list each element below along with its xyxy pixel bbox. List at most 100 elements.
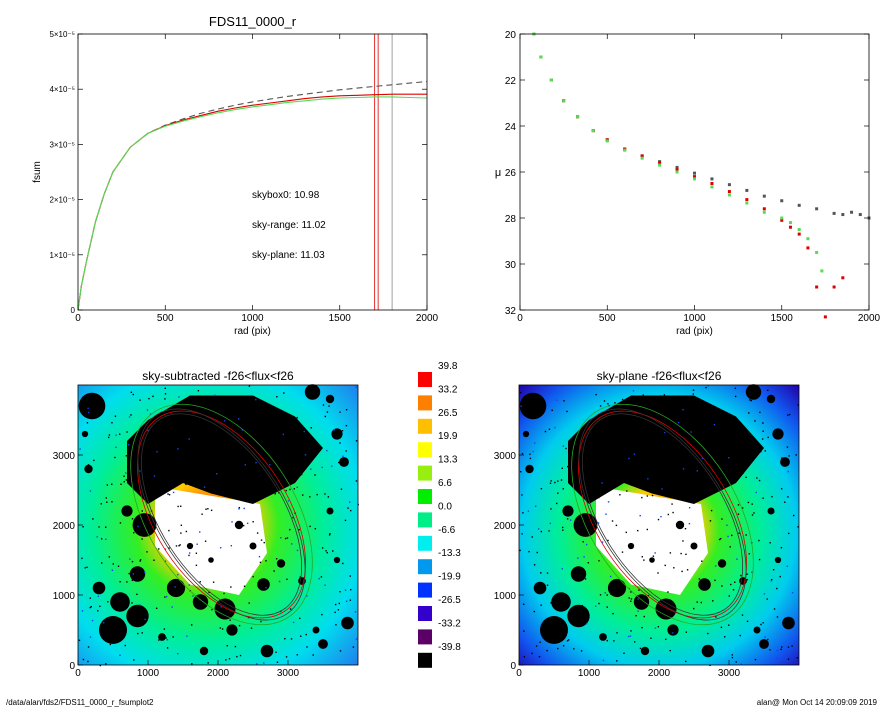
speck [685, 660, 687, 663]
speck [331, 465, 333, 467]
speck [148, 480, 150, 483]
speck [196, 543, 198, 545]
speck [345, 450, 347, 452]
speck [625, 531, 627, 534]
speck [191, 663, 193, 665]
speck [93, 459, 95, 462]
y-tick-label: 20 [505, 30, 517, 41]
speck [749, 399, 751, 401]
speck [758, 479, 761, 482]
speck [129, 558, 131, 560]
speck [139, 470, 141, 472]
speck [520, 470, 522, 473]
speck [556, 502, 558, 505]
speck [278, 492, 280, 494]
speck [238, 418, 241, 420]
speck [244, 464, 247, 466]
fsum-title: FDS11_0000_r [209, 14, 297, 29]
speck [137, 525, 139, 528]
star-mask [540, 616, 568, 644]
speck [533, 442, 536, 444]
speck [562, 488, 564, 490]
speck [595, 393, 597, 396]
speck [127, 444, 130, 446]
speck [79, 448, 81, 450]
speck [715, 616, 717, 618]
speck [243, 585, 246, 588]
speck [714, 579, 716, 582]
speck [561, 526, 564, 529]
speck [690, 460, 693, 463]
mask-large-region [568, 395, 764, 504]
star-mask [99, 616, 127, 644]
speck [305, 633, 307, 636]
speck [771, 578, 773, 581]
speck [729, 546, 731, 548]
speck [152, 395, 154, 398]
speck [252, 575, 254, 578]
speck [339, 411, 341, 413]
star-mask [717, 559, 727, 568]
y-tick-label: 32 [505, 306, 517, 317]
speck [557, 647, 559, 650]
speck [787, 470, 789, 473]
speck [538, 655, 541, 658]
speck [643, 615, 645, 618]
speck [299, 576, 301, 578]
speck [563, 400, 565, 402]
speck [750, 399, 753, 402]
speck [776, 649, 779, 652]
speck [86, 422, 89, 424]
star-mask [333, 556, 341, 564]
speck [180, 524, 183, 526]
speck [318, 390, 320, 392]
speck [627, 455, 629, 458]
speck [639, 647, 642, 650]
speck [218, 486, 220, 488]
speck [225, 659, 227, 661]
speck [569, 519, 572, 521]
speck [641, 626, 643, 629]
speck [755, 491, 757, 494]
speck [92, 518, 94, 520]
speck [352, 646, 355, 648]
speck [786, 446, 789, 448]
mu-point-sky-plane [727, 193, 731, 197]
speck [700, 601, 702, 604]
speck [787, 658, 790, 660]
colorbar-swatch [418, 395, 432, 411]
speck [613, 640, 615, 642]
speck [609, 575, 612, 578]
speck [722, 423, 724, 426]
speck [130, 391, 133, 394]
speck [87, 411, 90, 414]
speck [739, 634, 741, 637]
speck [589, 526, 592, 529]
speck [791, 645, 793, 647]
speck [606, 639, 608, 642]
star-mask [567, 604, 590, 628]
speck [126, 581, 128, 583]
star-mask [675, 520, 685, 530]
speck [99, 605, 101, 608]
speck [114, 633, 116, 636]
speck [655, 440, 658, 442]
speck [185, 452, 187, 455]
speck [736, 558, 738, 560]
x-tick-label: 0 [75, 313, 81, 324]
image-frame [77, 384, 359, 666]
speck [296, 486, 298, 489]
speck [256, 532, 259, 534]
speck [269, 463, 271, 466]
speck [309, 457, 312, 459]
speck [172, 636, 174, 638]
speck [201, 513, 203, 515]
speck [167, 493, 169, 495]
speck [259, 411, 262, 414]
speck [654, 450, 657, 452]
speck [164, 548, 167, 550]
speck [355, 480, 358, 482]
speck [657, 518, 660, 521]
speck [598, 602, 600, 605]
speck [685, 631, 688, 633]
